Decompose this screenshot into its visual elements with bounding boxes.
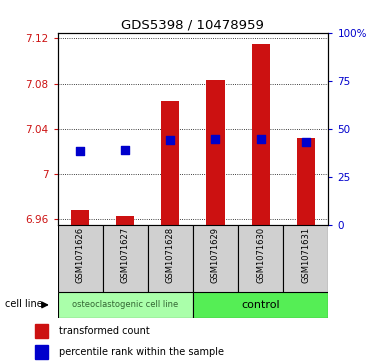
Bar <box>283 225 328 292</box>
Text: percentile rank within the sample: percentile rank within the sample <box>59 347 224 357</box>
Bar <box>193 292 328 318</box>
Text: GSM1071626: GSM1071626 <box>76 227 85 283</box>
Point <box>122 147 128 153</box>
Title: GDS5398 / 10478959: GDS5398 / 10478959 <box>121 19 265 32</box>
Bar <box>103 225 148 292</box>
Text: GSM1071628: GSM1071628 <box>166 227 175 283</box>
Text: GSM1071629: GSM1071629 <box>211 227 220 283</box>
Text: GSM1071627: GSM1071627 <box>121 227 130 283</box>
Text: GSM1071630: GSM1071630 <box>256 227 265 283</box>
Text: transformed count: transformed count <box>59 326 150 336</box>
Text: osteoclastogenic cell line: osteoclastogenic cell line <box>72 301 178 309</box>
Point <box>257 136 263 142</box>
Bar <box>297 138 315 225</box>
Bar <box>71 210 89 225</box>
Bar <box>58 292 193 318</box>
Point <box>213 136 219 142</box>
Bar <box>193 225 238 292</box>
Bar <box>35 324 49 338</box>
Point <box>167 137 173 143</box>
Point <box>303 139 309 145</box>
Text: control: control <box>241 300 280 310</box>
Text: cell line: cell line <box>4 299 42 309</box>
Bar <box>116 216 134 225</box>
Bar <box>58 225 103 292</box>
Bar <box>252 44 270 225</box>
Bar <box>238 225 283 292</box>
Bar <box>148 225 193 292</box>
Text: GSM1071631: GSM1071631 <box>301 227 310 283</box>
Bar <box>35 345 49 359</box>
Bar <box>161 101 180 225</box>
Point <box>77 148 83 154</box>
Bar <box>206 80 224 225</box>
